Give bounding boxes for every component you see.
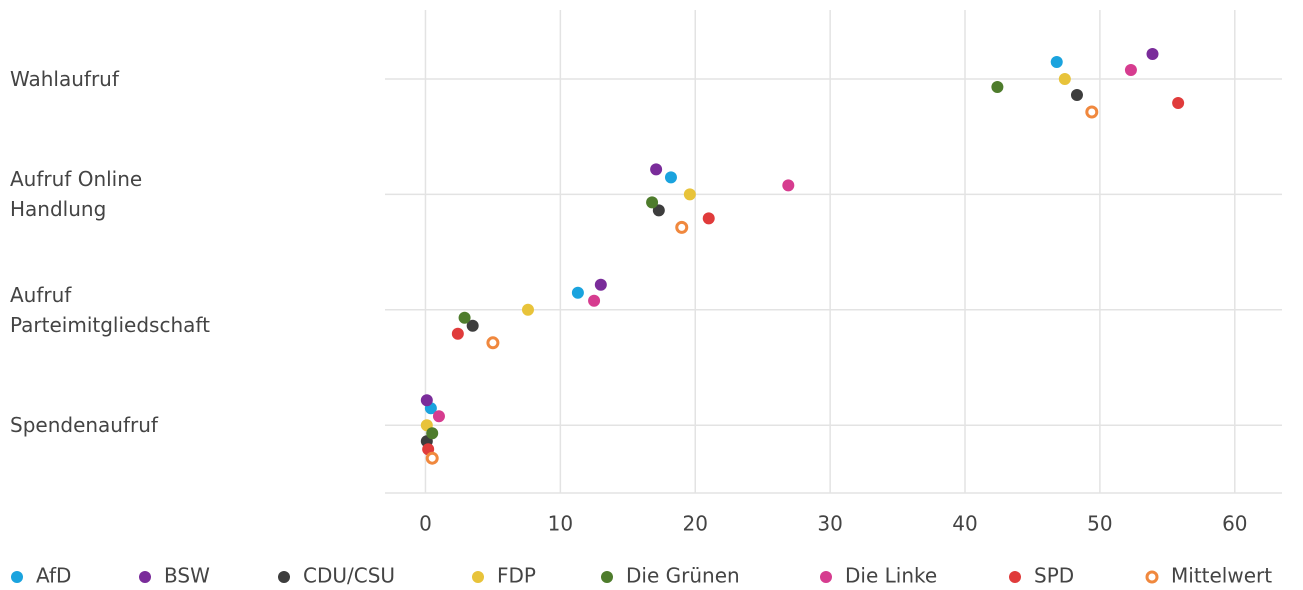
dot: [571, 286, 584, 299]
category-label: Aufruf Online Handlung: [10, 167, 143, 222]
dot: [458, 311, 471, 324]
dot: [466, 319, 479, 332]
dot: [702, 212, 715, 225]
category-label: Aufruf Parteimitgliedschaft: [10, 282, 210, 337]
category-label: Spendenaufruf: [10, 413, 158, 438]
dot: [664, 171, 677, 184]
x-tick-label: 50: [1087, 512, 1112, 536]
legend-marker: [472, 571, 484, 583]
legend-marker: [1009, 571, 1021, 583]
legend-marker: [11, 571, 23, 583]
dot: [1070, 89, 1083, 101]
dot: [425, 451, 439, 465]
dot: [1172, 97, 1185, 109]
dot: [1124, 64, 1137, 76]
dot: [432, 410, 445, 423]
legend-label: Die Grünen: [626, 564, 740, 588]
legend-label: SPD: [1034, 564, 1074, 588]
dot: [652, 204, 665, 217]
legend-label: CDU/CSU: [303, 564, 395, 588]
x-tick-label: 30: [817, 512, 842, 536]
dot: [451, 327, 464, 340]
dot: [1146, 48, 1159, 60]
dot: [426, 427, 439, 440]
legend-marker: [139, 571, 151, 583]
dot: [1050, 56, 1063, 68]
legend-label: Die Linke: [845, 564, 937, 588]
legend-marker: [278, 571, 290, 583]
dot: [521, 303, 534, 316]
x-tick-label: 60: [1222, 512, 1247, 536]
dot: [1085, 105, 1099, 119]
dot: [594, 278, 607, 291]
dot: [646, 196, 659, 209]
dot: [675, 220, 689, 234]
legend-marker: [1145, 570, 1159, 584]
dot: [1058, 73, 1071, 85]
dot: [991, 81, 1004, 93]
legend-label: FDP: [497, 564, 536, 588]
dot: [420, 394, 433, 407]
category-label: Wahlaufruf: [10, 67, 119, 91]
dot: [588, 294, 601, 307]
dot: [683, 188, 696, 201]
legend-label: Mittelwert: [1171, 564, 1272, 588]
dot: [782, 179, 795, 192]
x-tick-label: 20: [683, 512, 708, 536]
x-tick-label: 0: [419, 512, 432, 536]
legend-marker: [820, 571, 832, 583]
dot: [650, 163, 663, 176]
x-tick-label: 10: [548, 512, 573, 536]
dot: [486, 336, 500, 350]
legend-label: AfD: [36, 564, 71, 588]
legend-label: BSW: [164, 564, 210, 588]
x-tick-label: 40: [952, 512, 977, 536]
legend-marker: [601, 571, 613, 583]
